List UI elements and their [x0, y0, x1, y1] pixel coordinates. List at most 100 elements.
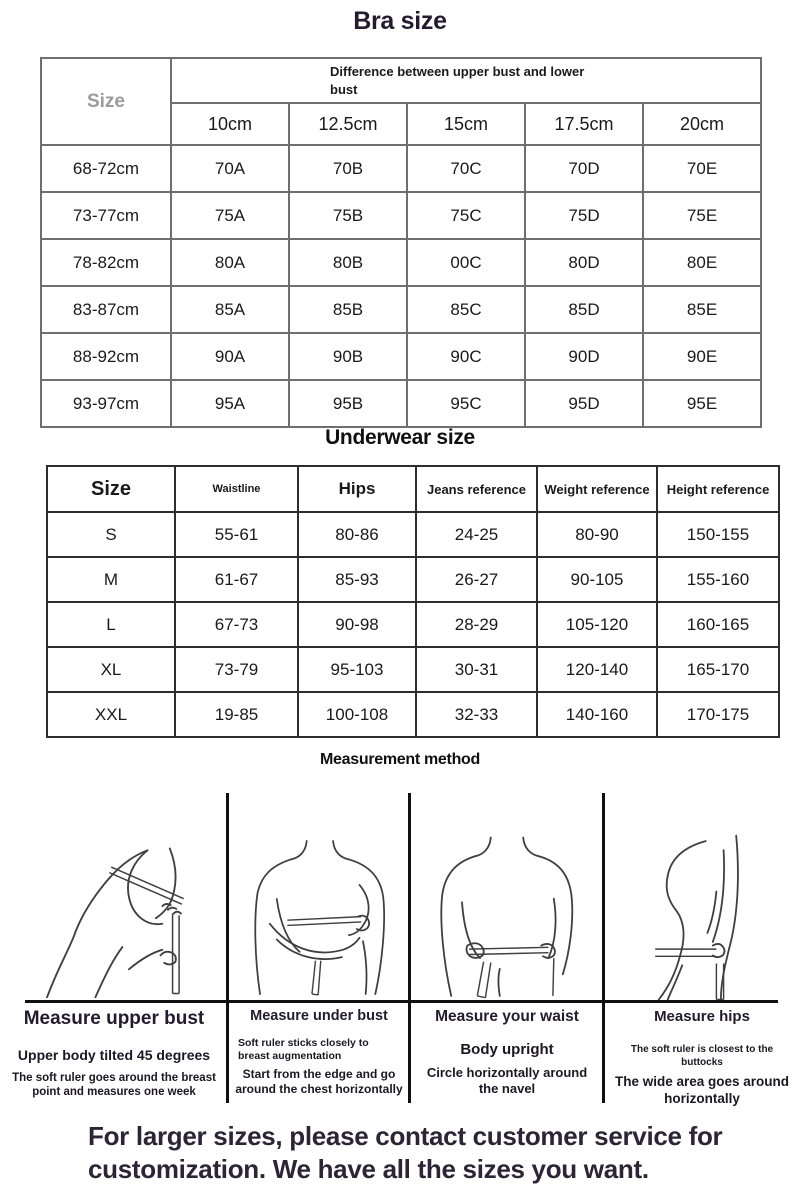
underwear-value-cell: 73-79 — [174, 646, 299, 693]
caption-title: Measure hips — [654, 1008, 750, 1025]
caption-description: The soft ruler goes around the breast po… — [12, 1071, 216, 1098]
front-torso-waist-tape-illustration — [410, 790, 604, 1000]
bra-cm-header-row: 10cm 12.5cm 15cm 17.5cm 20cm — [41, 102, 763, 146]
caption-title: Measure upper bust — [23, 1008, 205, 1029]
bra-size-cell: 68-72cm — [40, 144, 172, 193]
bra-table-row: 73-77cm 75A 75B 75C 75D 75E — [40, 191, 763, 240]
caption-measure-upper-bust: Measure upper bust Upper body tilted 45 … — [0, 1008, 228, 1099]
caption-subtitle: Soft ruler sticks closely to breast augm… — [238, 1037, 369, 1063]
bra-diff-header-cell: Difference between upper bust and lower … — [169, 57, 763, 104]
underwear-table-row: XL 73-79 95-103 30-31 120-140 165-170 — [46, 646, 780, 693]
underwear-value-cell: 24-25 — [415, 511, 538, 558]
bra-cup-cell: 70C — [406, 144, 526, 193]
bra-cup-cell: 90D — [524, 332, 644, 381]
underwear-value-cell: 32-33 — [415, 691, 538, 738]
underwear-value-cell: L — [46, 601, 176, 648]
bra-cup-cell: 75C — [406, 191, 526, 240]
underwear-value-cell: 55-61 — [174, 511, 299, 558]
bra-cm-header-cell: 17.5cm — [524, 102, 644, 146]
underwear-value-cell: 80-90 — [536, 511, 658, 558]
bra-size-cell: 78-82cm — [40, 238, 172, 287]
bra-cup-cell: 70D — [524, 144, 644, 193]
bra-cup-cell: 85C — [406, 285, 526, 334]
bra-diff-header-text: Difference between upper bust and lower … — [330, 63, 585, 97]
underwear-value-cell: 120-140 — [536, 646, 658, 693]
underwear-table-row: L 67-73 90-98 28-29 105-120 160-165 — [46, 601, 780, 648]
bra-cup-cell: 75B — [288, 191, 408, 240]
bra-cup-cell: 90A — [170, 332, 290, 381]
panel-divider — [602, 793, 605, 1103]
underwear-table-row: XXL 19-85 100-108 32-33 140-160 170-175 — [46, 691, 780, 738]
footer-line-2: customization. We have all the sizes you… — [88, 1154, 649, 1184]
underwear-table-row: S 55-61 80-86 24-25 80-90 150-155 — [46, 511, 780, 558]
underwear-value-cell: 170-175 — [656, 691, 780, 738]
underwear-value-cell: 85-93 — [297, 556, 417, 603]
bra-cup-cell: 80B — [288, 238, 408, 287]
bra-cup-cell: 70B — [288, 144, 408, 193]
bra-size-cell: 88-92cm — [40, 332, 172, 381]
panel-measure-your-waist: Measure your waist Body upright Circle h… — [410, 790, 604, 1110]
caption-subtitle: Body upright — [460, 1041, 554, 1058]
bra-cm-header-cell: 20cm — [641, 102, 763, 146]
bra-cup-cell: 95C — [406, 379, 526, 428]
underwear-value-cell: 28-29 — [415, 601, 538, 648]
bra-cup-cell: 90C — [406, 332, 526, 381]
bra-cup-cell: 80D — [524, 238, 644, 287]
bra-cup-cell: 00C — [406, 238, 526, 287]
underwear-value-cell: 100-108 — [297, 691, 417, 738]
bra-cup-cell: 75D — [524, 191, 644, 240]
bra-size-cell: 73-77cm — [40, 191, 172, 240]
panel-measure-upper-bust: Measure upper bust Upper body tilted 45 … — [0, 790, 228, 1110]
caption-measure-your-waist: Measure your waist Body upright Circle h… — [410, 1008, 604, 1097]
bra-size-title: Bra size — [353, 7, 447, 35]
bra-cm-header-cell: 15cm — [406, 102, 526, 146]
bra-header-row: Size Difference between upper bust and l… — [40, 57, 763, 146]
underwear-value-cell: XXL — [46, 691, 176, 738]
underwear-value-cell: 105-120 — [536, 601, 658, 648]
bra-size-cell: 83-87cm — [40, 285, 172, 334]
underwear-value-cell: 140-160 — [536, 691, 658, 738]
bra-cup-cell: 85A — [170, 285, 290, 334]
panel-divider — [408, 793, 411, 1103]
underwear-value-cell: 67-73 — [174, 601, 299, 648]
bra-cup-cell: 95D — [524, 379, 644, 428]
caption-measure-under-bust: Measure under bust Soft ruler sticks clo… — [228, 1008, 410, 1097]
bra-cup-cell: 70E — [641, 144, 763, 193]
caption-subtitle: The soft ruler is closest to the buttock… — [630, 1044, 774, 1068]
bra-cup-cell: 95A — [170, 379, 290, 428]
bra-cup-cell: 90E — [641, 332, 763, 381]
caption-title: Measure under bust — [250, 1008, 388, 1024]
underwear-value-cell: 90-98 — [297, 601, 417, 648]
underwear-value-cell: 150-155 — [656, 511, 780, 558]
underwear-value-cell: 95-103 — [297, 646, 417, 693]
bra-cup-cell: 80A — [170, 238, 290, 287]
underwear-value-cell: XL — [46, 646, 176, 693]
underwear-header-cell: Size — [46, 465, 176, 513]
front-torso-underbust-tape-illustration — [228, 790, 410, 1000]
underwear-value-cell: 26-27 — [415, 556, 538, 603]
caption-description: Start from the edge and go around the ch… — [235, 1067, 403, 1097]
bra-table-row: 78-82cm 80A 80B 00C 80D 80E — [40, 238, 763, 287]
panel-measure-under-bust: Measure under bust Soft ruler sticks clo… — [228, 790, 410, 1110]
tilted-body-diagonal-tape-illustration — [0, 790, 228, 1000]
underwear-value-cell: 80-86 — [297, 511, 417, 558]
underwear-header-row: Size Waistline Hips Jeans reference Weight r… — [46, 465, 780, 513]
bra-cup-cell: 75E — [641, 191, 763, 240]
underwear-value-cell: 165-170 — [656, 646, 780, 693]
footer-line-1: For larger sizes, please contact custome… — [88, 1121, 723, 1151]
underwear-header-cell: Height reference — [656, 465, 780, 513]
bra-size-cell: 93-97cm — [40, 379, 172, 428]
caption-description: The wide area goes around horizontally — [614, 1074, 790, 1106]
bra-cup-cell: 75A — [170, 191, 290, 240]
footer-note: For larger sizes, please contact custome… — [88, 1120, 748, 1186]
figures-captions-divider — [25, 1000, 778, 1003]
bra-cup-cell: 70A — [170, 144, 290, 193]
bra-cm-header-cell: 12.5cm — [288, 102, 408, 146]
underwear-value-cell: M — [46, 556, 176, 603]
bra-cup-cell: 85D — [524, 285, 644, 334]
underwear-value-cell: 90-105 — [536, 556, 658, 603]
bra-table-row: 93-97cm 95A 95B 95C 95D 95E — [40, 379, 763, 428]
caption-measure-hips: Measure hips The soft ruler is closest t… — [604, 1008, 800, 1108]
bra-cup-cell: 85B — [288, 285, 408, 334]
bra-cup-cell: 85E — [641, 285, 763, 334]
